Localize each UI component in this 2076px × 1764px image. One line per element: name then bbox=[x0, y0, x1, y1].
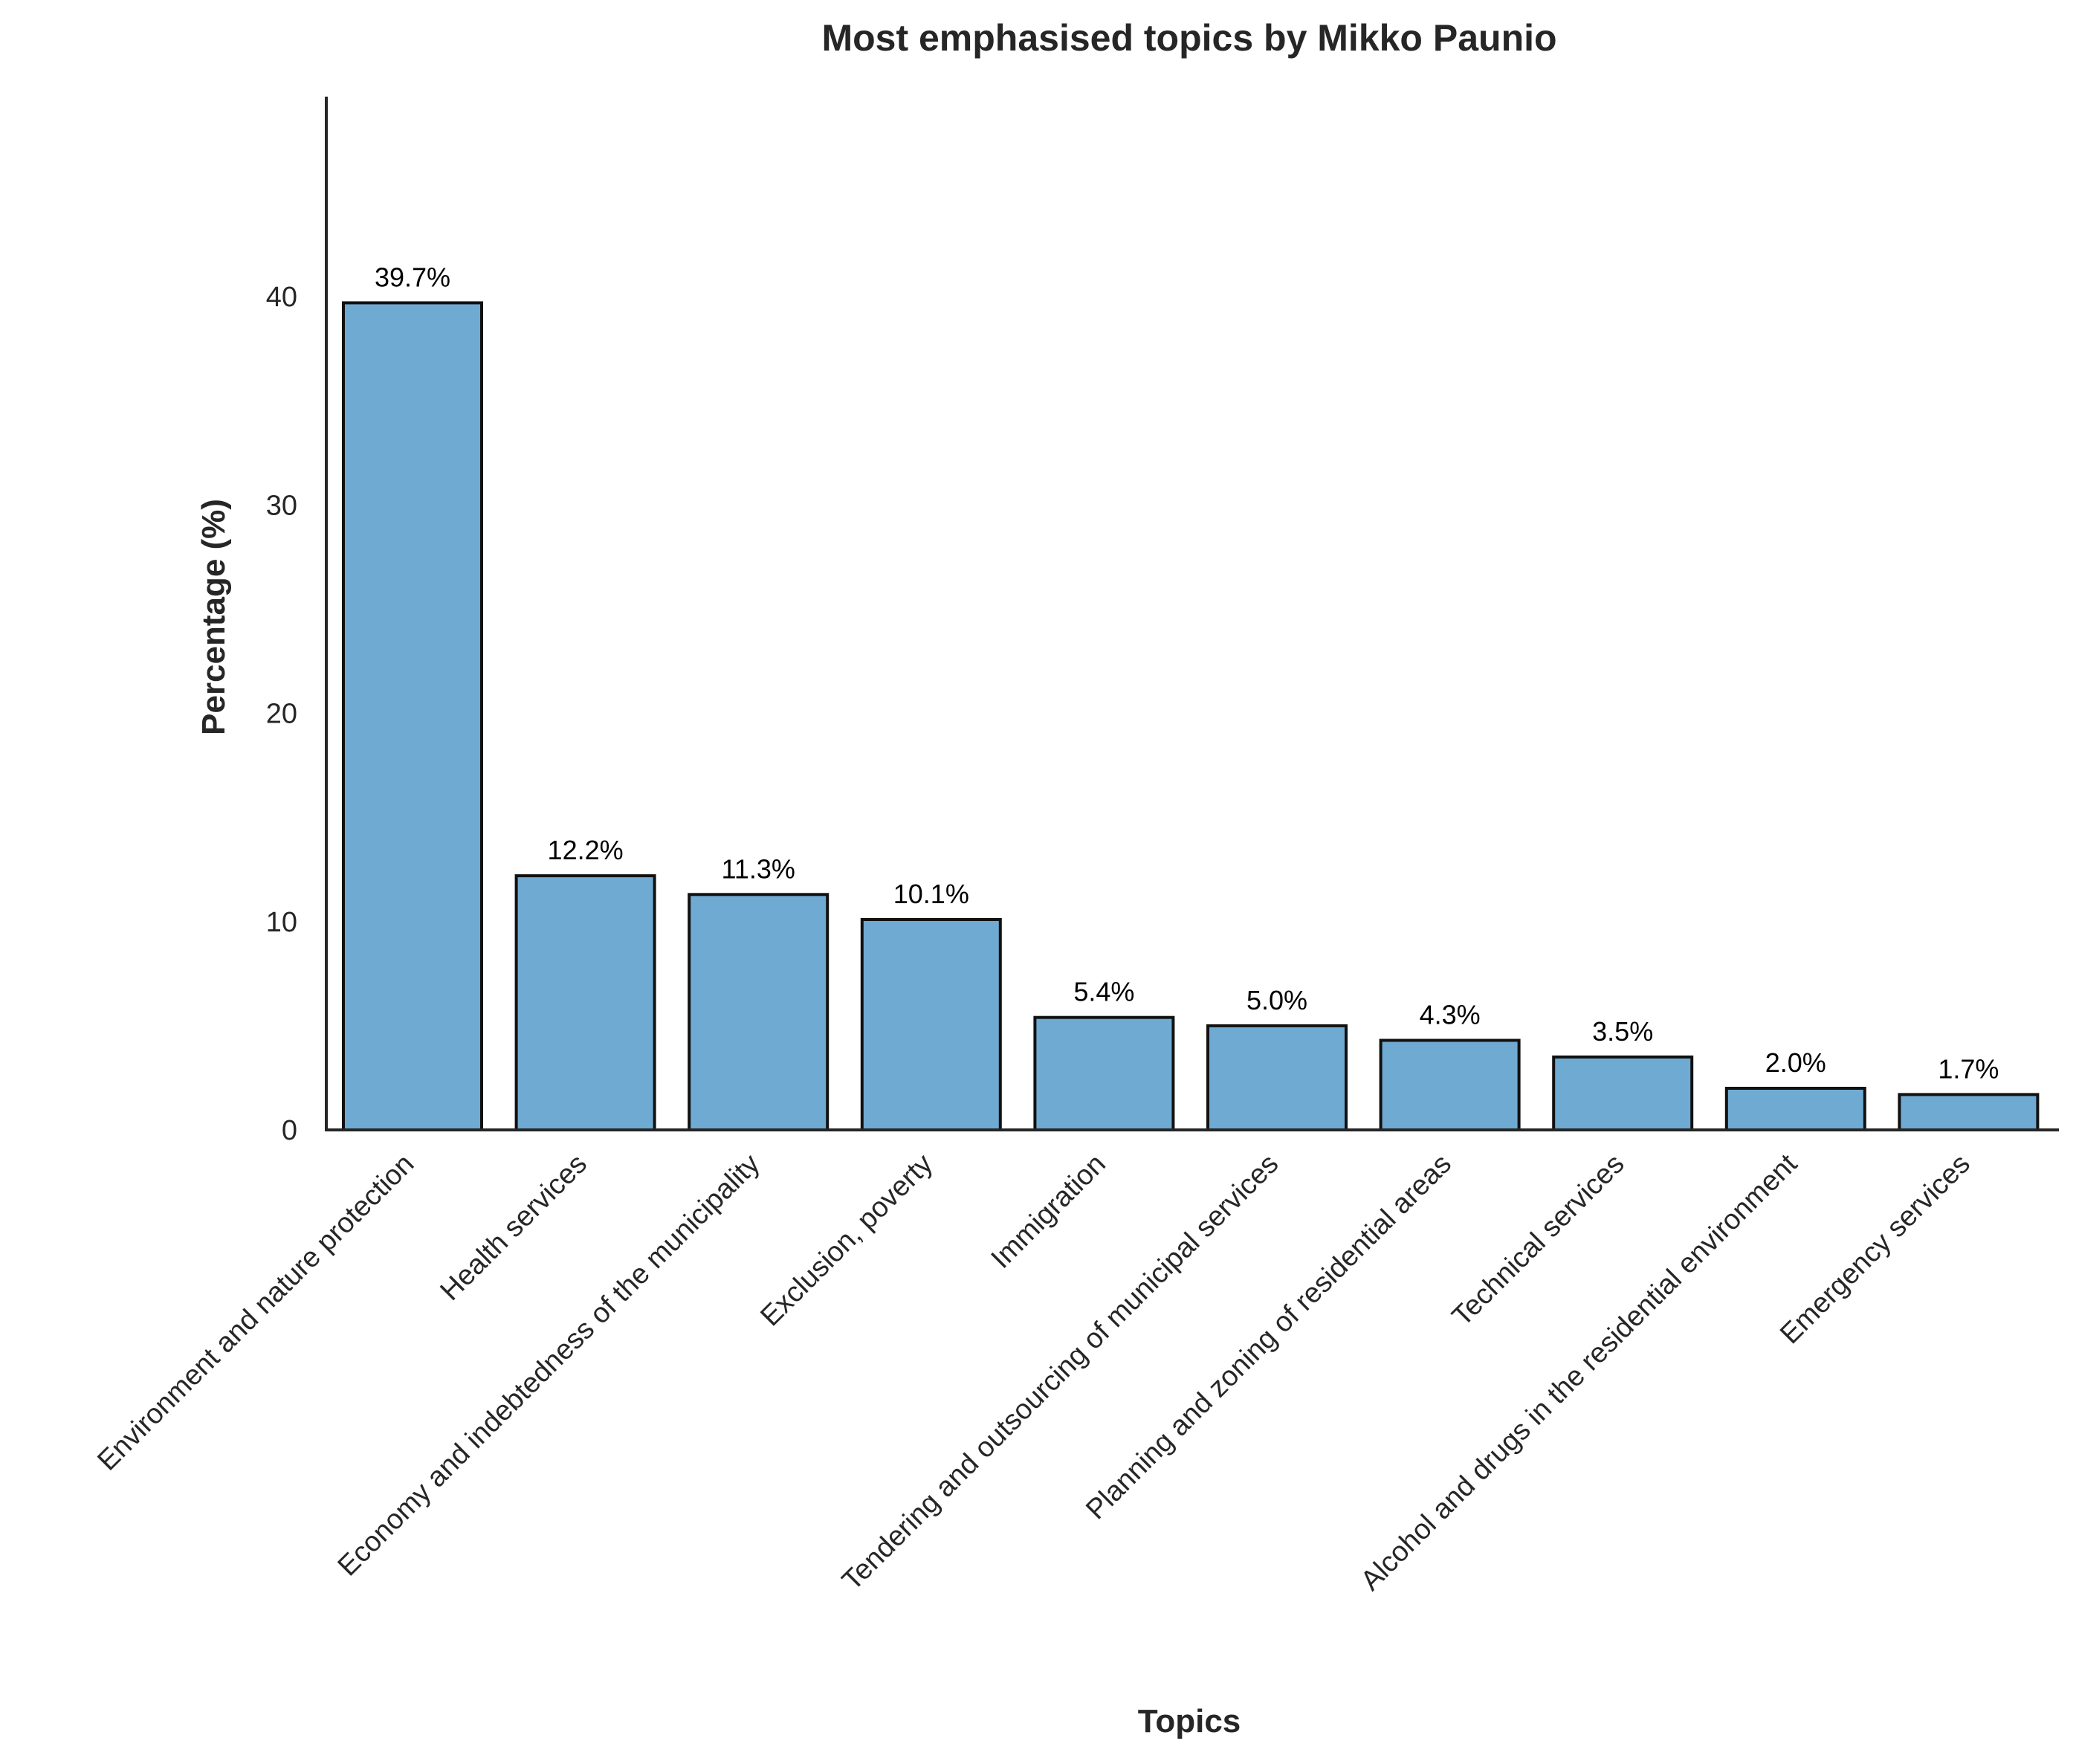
bar bbox=[514, 874, 656, 1131]
x-tick-label: Immigration bbox=[986, 1148, 1112, 1275]
y-tick-label: 0 bbox=[282, 1115, 297, 1146]
bar-value-label: 39.7% bbox=[375, 262, 450, 292]
x-tick-label: Emergency services bbox=[1774, 1148, 1976, 1351]
bar bbox=[860, 918, 1002, 1131]
bar bbox=[1898, 1093, 2040, 1132]
bar-value-label: 12.2% bbox=[548, 835, 624, 865]
y-ticks-layer: 0 10 20 30 40 bbox=[266, 282, 297, 1146]
bars-layer bbox=[342, 301, 2040, 1132]
bar-value-label: 5.4% bbox=[1073, 977, 1134, 1007]
bar bbox=[1724, 1087, 1866, 1131]
x-tick-label: Technical services bbox=[1446, 1148, 1631, 1333]
bar-value-label: 10.1% bbox=[893, 879, 969, 909]
y-tick-label: 20 bbox=[266, 699, 297, 730]
bar-value-label: 2.0% bbox=[1765, 1047, 1826, 1078]
bar-value-label: 11.3% bbox=[721, 853, 795, 884]
y-tick-label: 30 bbox=[266, 490, 297, 521]
bar-value-label: 5.0% bbox=[1246, 985, 1307, 1015]
x-tick-label: Exclusion, poverty bbox=[754, 1148, 939, 1333]
bar-value-label: 1.7% bbox=[1938, 1053, 1999, 1084]
x-tick-label: Planning and zoning of residential areas bbox=[1080, 1148, 1458, 1526]
bar bbox=[1552, 1055, 1694, 1132]
y-tick-label: 40 bbox=[266, 282, 297, 313]
y-tick-label: 10 bbox=[266, 907, 297, 938]
value-labels-layer: 39.7% 12.2% 11.3% 10.1% 5.4% 5.0% 4.3% 3.5% 2.0%… bbox=[375, 262, 1999, 1084]
chart-title: Most emphasised topics by Mikko Paunio bbox=[821, 17, 1556, 59]
bar-value-label: 3.5% bbox=[1592, 1016, 1653, 1047]
bar bbox=[342, 301, 483, 1131]
bar bbox=[1206, 1024, 1348, 1132]
x-tick-label: Environment and nature protection bbox=[91, 1148, 420, 1477]
x-ticks-layer: Environment and nature protection Health … bbox=[91, 1148, 1976, 1597]
bar bbox=[688, 893, 830, 1132]
y-axis-label: Percentage (%) bbox=[195, 499, 232, 735]
bar bbox=[1379, 1038, 1521, 1131]
x-tick-label: Health services bbox=[435, 1148, 593, 1307]
bar bbox=[1033, 1015, 1175, 1131]
bar-value-label: 4.3% bbox=[1420, 1000, 1481, 1030]
x-axis-label: Topics bbox=[1138, 1703, 1241, 1739]
